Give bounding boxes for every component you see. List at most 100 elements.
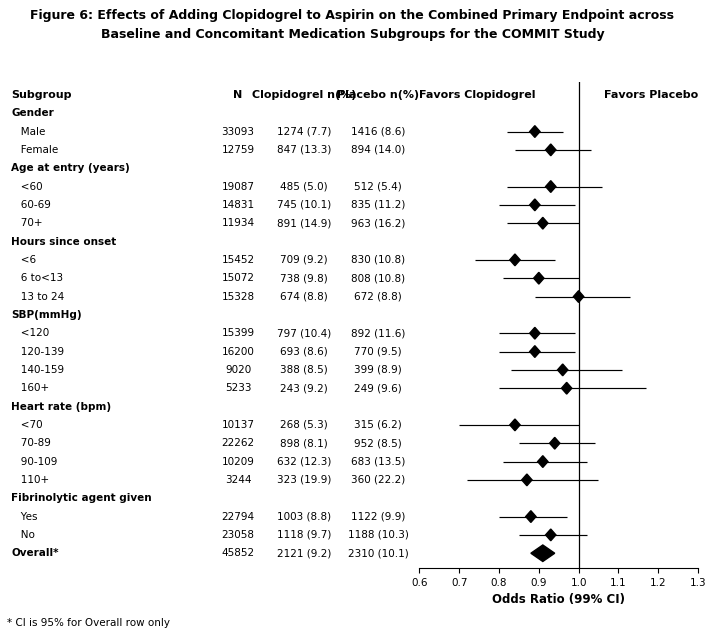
Text: 738 (9.8): 738 (9.8) (280, 273, 328, 283)
Text: 45852: 45852 (221, 548, 255, 558)
Text: 1416 (8.6): 1416 (8.6) (351, 127, 405, 136)
Text: Gender: Gender (11, 108, 54, 118)
Text: 10137: 10137 (221, 420, 255, 430)
Text: 15328: 15328 (221, 292, 255, 302)
Text: 399 (8.9): 399 (8.9) (355, 365, 402, 375)
Text: 120-139: 120-139 (11, 346, 64, 357)
Text: <60: <60 (11, 182, 43, 192)
Polygon shape (546, 180, 556, 192)
Text: 70-89: 70-89 (11, 438, 51, 448)
Text: 12759: 12759 (221, 145, 255, 155)
Text: 9020: 9020 (225, 365, 251, 375)
Text: Clopidogrel n(%): Clopidogrel n(%) (252, 90, 356, 100)
Text: <70: <70 (11, 420, 43, 430)
Text: 770 (9.5): 770 (9.5) (355, 346, 402, 357)
Text: 243 (9.2): 243 (9.2) (280, 383, 328, 393)
Text: 512 (5.4): 512 (5.4) (355, 182, 402, 192)
Text: 14831: 14831 (221, 200, 255, 210)
Text: 60-69: 60-69 (11, 200, 51, 210)
Text: 709 (9.2): 709 (9.2) (280, 255, 328, 265)
Text: 90-109: 90-109 (11, 457, 58, 466)
Text: 2121 (9.2): 2121 (9.2) (277, 548, 331, 558)
Text: 835 (11.2): 835 (11.2) (351, 200, 405, 210)
Text: 797 (10.4): 797 (10.4) (277, 328, 331, 338)
Text: SBP(mmHg): SBP(mmHg) (11, 310, 82, 320)
Text: 110+: 110+ (11, 475, 49, 485)
Text: No: No (11, 530, 35, 540)
Text: 15072: 15072 (221, 273, 255, 283)
Polygon shape (538, 456, 548, 468)
Text: <6: <6 (11, 255, 36, 265)
Polygon shape (546, 144, 556, 156)
Text: 15399: 15399 (221, 328, 255, 338)
Text: 323 (19.9): 323 (19.9) (277, 475, 331, 485)
Text: Hours since onset: Hours since onset (11, 237, 116, 247)
Polygon shape (558, 364, 568, 375)
Text: 693 (8.6): 693 (8.6) (280, 346, 328, 357)
Text: Favors Clopidogrel: Favors Clopidogrel (419, 90, 536, 100)
Polygon shape (546, 529, 556, 541)
Text: 632 (12.3): 632 (12.3) (277, 457, 331, 466)
Text: 140-159: 140-159 (11, 365, 64, 375)
Text: Overall*: Overall* (11, 548, 59, 558)
Text: 160+: 160+ (11, 383, 49, 393)
Text: 830 (10.8): 830 (10.8) (351, 255, 405, 265)
Text: Male: Male (11, 127, 46, 136)
Text: Female: Female (11, 145, 59, 155)
Text: N: N (233, 90, 243, 100)
Text: 16200: 16200 (221, 346, 255, 357)
Polygon shape (510, 419, 520, 431)
Text: 672 (8.8): 672 (8.8) (355, 292, 402, 302)
Text: 745 (10.1): 745 (10.1) (277, 200, 331, 210)
Text: 249 (9.6): 249 (9.6) (355, 383, 402, 393)
Text: Heart rate (bpm): Heart rate (bpm) (11, 401, 111, 411)
Text: 485 (5.0): 485 (5.0) (280, 182, 328, 192)
Polygon shape (534, 273, 544, 284)
Text: 268 (5.3): 268 (5.3) (280, 420, 328, 430)
Text: 898 (8.1): 898 (8.1) (280, 438, 328, 448)
Text: Subgroup: Subgroup (11, 90, 72, 100)
Text: 894 (14.0): 894 (14.0) (351, 145, 405, 155)
Text: 963 (16.2): 963 (16.2) (351, 218, 405, 228)
Text: Age at entry (years): Age at entry (years) (11, 163, 130, 173)
Text: 22794: 22794 (221, 512, 255, 522)
Polygon shape (529, 346, 540, 357)
Text: 3244: 3244 (225, 475, 251, 485)
Text: 847 (13.3): 847 (13.3) (277, 145, 331, 155)
Text: <120: <120 (11, 328, 49, 338)
Polygon shape (526, 510, 536, 522)
Polygon shape (531, 545, 555, 562)
Polygon shape (573, 291, 584, 302)
Text: 1188 (10.3): 1188 (10.3) (348, 530, 409, 540)
Text: 891 (14.9): 891 (14.9) (277, 218, 331, 228)
Polygon shape (522, 474, 532, 486)
Text: 19087: 19087 (221, 182, 255, 192)
Polygon shape (529, 327, 540, 339)
Polygon shape (538, 217, 548, 229)
Text: 315 (6.2): 315 (6.2) (355, 420, 402, 430)
Text: Yes: Yes (11, 512, 37, 522)
Text: 13 to 24: 13 to 24 (11, 292, 64, 302)
Text: Fibrinolytic agent given: Fibrinolytic agent given (11, 493, 152, 504)
Polygon shape (550, 437, 560, 449)
Text: 683 (13.5): 683 (13.5) (351, 457, 405, 466)
Text: 360 (22.2): 360 (22.2) (351, 475, 405, 485)
Text: Placebo n(%): Placebo n(%) (337, 90, 419, 100)
Text: 1274 (7.7): 1274 (7.7) (277, 127, 331, 136)
Text: 1122 (9.9): 1122 (9.9) (351, 512, 405, 522)
Text: Figure 6: Effects of Adding Clopidogrel to Aspirin on the Combined Primary Endpo: Figure 6: Effects of Adding Clopidogrel … (30, 9, 675, 23)
Text: * CI is 95% for Overall row only: * CI is 95% for Overall row only (7, 618, 170, 628)
Text: 2310 (10.1): 2310 (10.1) (348, 548, 409, 558)
X-axis label: Odds Ratio (99% CI): Odds Ratio (99% CI) (492, 593, 625, 606)
Text: 6 to<13: 6 to<13 (11, 273, 63, 283)
Text: Favors Placebo: Favors Placebo (603, 90, 698, 100)
Text: 808 (10.8): 808 (10.8) (351, 273, 405, 283)
Text: 33093: 33093 (221, 127, 255, 136)
Text: 10209: 10209 (221, 457, 255, 466)
Text: 23058: 23058 (221, 530, 255, 540)
Polygon shape (561, 382, 572, 394)
Text: 22262: 22262 (221, 438, 255, 448)
Text: 892 (11.6): 892 (11.6) (351, 328, 405, 338)
Text: 15452: 15452 (221, 255, 255, 265)
Text: 1003 (8.8): 1003 (8.8) (277, 512, 331, 522)
